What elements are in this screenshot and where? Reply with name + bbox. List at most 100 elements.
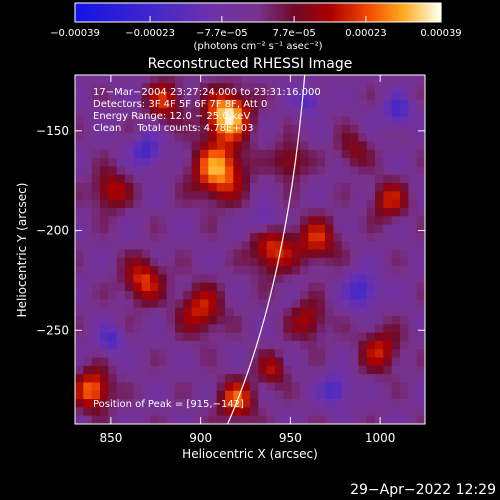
heatmap-cell <box>316 91 326 101</box>
heatmap-cell <box>300 407 309 417</box>
heatmap-cell <box>116 216 126 226</box>
heatmap-cell <box>125 291 134 300</box>
heatmap-cell <box>400 91 409 101</box>
heatmap-cell <box>108 340 118 350</box>
heatmap-cell <box>91 365 101 375</box>
heatmap-cell <box>383 91 393 101</box>
colorbar-cell <box>166 3 171 22</box>
heatmap-cell <box>275 108 284 118</box>
heatmap-cell <box>325 124 334 134</box>
heatmap-cell <box>216 307 226 317</box>
heatmap-cell <box>325 357 334 367</box>
heatmap-cell <box>325 191 334 201</box>
heatmap-cell <box>166 365 176 375</box>
heatmap-cell <box>325 149 334 159</box>
heatmap-cell <box>408 99 418 109</box>
heatmap-cell <box>283 291 293 300</box>
heatmap-cell <box>191 274 201 284</box>
heatmap-cell <box>200 374 209 383</box>
heatmap-cell <box>350 191 359 201</box>
heatmap-cell <box>150 99 159 109</box>
heatmap-cell <box>183 216 193 226</box>
colorbar-cell <box>93 3 97 22</box>
heatmap-cell <box>416 382 426 392</box>
heatmap-cell <box>391 374 401 383</box>
heatmap-cell <box>341 166 351 176</box>
heatmap-cell <box>366 307 376 317</box>
heatmap-cell <box>158 399 168 408</box>
colorbar-cell <box>337 3 341 22</box>
heatmap-cell <box>241 415 251 425</box>
heatmap-cell <box>216 99 226 109</box>
heatmap-cell <box>200 249 209 259</box>
y-axis-label: Heliocentric Y (arcsec) <box>15 183 29 318</box>
heatmap-cell <box>225 91 234 101</box>
colorbar-cell <box>233 3 238 22</box>
heatmap-cell <box>358 291 368 300</box>
heatmap-cell <box>316 232 326 242</box>
heatmap-cell <box>375 99 384 109</box>
heatmap-cell <box>283 183 293 192</box>
heatmap-cell <box>191 216 201 226</box>
info-line-clean: Clean Total counts: 4.78E+03 <box>93 123 253 134</box>
heatmap-cell <box>83 332 93 342</box>
colorbar-cell <box>422 3 427 22</box>
heatmap-cell <box>183 91 193 101</box>
heatmap-cell <box>291 199 301 209</box>
heatmap-cell <box>241 307 251 317</box>
heatmap-cell <box>191 141 201 151</box>
heatmap-cell <box>400 75 409 84</box>
heatmap-cell <box>158 249 168 259</box>
heatmap-cell <box>158 166 168 176</box>
heatmap-cell <box>158 224 168 234</box>
heatmap-cell <box>125 241 134 250</box>
heatmap-cell <box>350 108 359 118</box>
heatmap-cell <box>375 399 384 408</box>
heatmap-cell <box>358 374 368 383</box>
heatmap-cell <box>108 207 118 217</box>
heatmap-cell <box>283 399 293 408</box>
heatmap-cell <box>300 374 309 383</box>
heatmap-cell <box>283 282 293 292</box>
heatmap-cell <box>408 349 418 359</box>
heatmap-cell <box>283 340 293 350</box>
heatmap-cell <box>325 382 334 392</box>
heatmap-cell <box>275 332 284 342</box>
heatmap-cell <box>250 374 259 383</box>
colorbar-cell <box>383 3 387 22</box>
heatmap-cell <box>350 299 359 309</box>
heatmap-cell <box>266 291 276 300</box>
heatmap-cell <box>100 191 109 201</box>
heatmap-cell <box>333 224 343 234</box>
heatmap-cell <box>183 207 193 217</box>
heatmap-cell <box>266 407 276 417</box>
heatmap-cell <box>91 407 101 417</box>
heatmap-cell <box>250 365 259 375</box>
heatmap-cell <box>375 415 384 425</box>
heatmap-cell <box>416 374 426 383</box>
heatmap-cell <box>416 99 426 109</box>
heatmap-cell <box>283 382 293 392</box>
colorbar-cell <box>270 3 274 22</box>
heatmap-cell <box>383 315 393 325</box>
heatmap-cell <box>91 374 101 383</box>
heatmap-cell <box>308 307 318 317</box>
colorbar-cell <box>230 3 235 22</box>
heatmap-cell <box>233 75 243 84</box>
heatmap-cell <box>408 166 418 176</box>
heatmap-cell <box>383 75 393 84</box>
heatmap-cell <box>300 315 309 325</box>
heatmap-cell <box>341 183 351 192</box>
heatmap-cell <box>383 307 393 317</box>
heatmap-cell <box>308 291 318 300</box>
heatmap-cell <box>366 166 376 176</box>
heatmap-cell <box>350 274 359 284</box>
colorbar-cell <box>242 3 247 22</box>
heatmap-cell <box>175 108 184 118</box>
heatmap-cell <box>283 149 293 159</box>
heatmap-cell <box>83 91 93 101</box>
heatmap-cell <box>150 116 159 126</box>
heatmap-cell <box>158 315 168 325</box>
heatmap-cell <box>383 232 393 242</box>
heatmap-cell <box>416 75 426 84</box>
